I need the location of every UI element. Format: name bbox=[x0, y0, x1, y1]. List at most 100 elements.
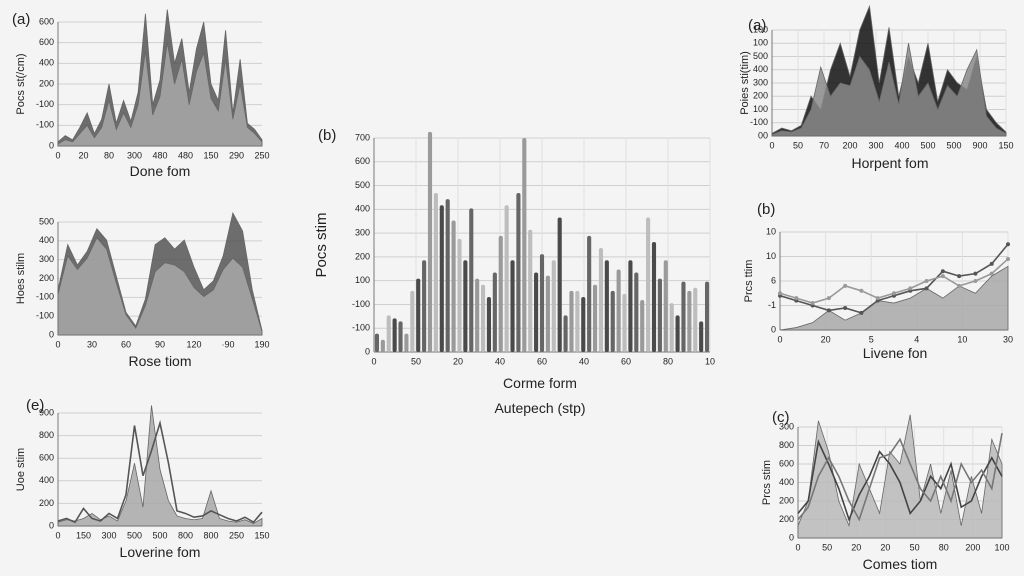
x-tick-label: 0 bbox=[55, 530, 60, 540]
bar bbox=[587, 235, 592, 352]
point bbox=[810, 301, 815, 306]
y-tick-label: 0 bbox=[49, 520, 54, 530]
point bbox=[924, 286, 929, 291]
bar bbox=[681, 281, 686, 352]
bar bbox=[510, 260, 515, 352]
point bbox=[908, 286, 913, 291]
y-tick-label: 600 bbox=[355, 156, 370, 166]
x-tick-label: 100 bbox=[994, 542, 1009, 552]
panel-label: (b) bbox=[318, 127, 336, 144]
point bbox=[924, 279, 929, 283]
point bbox=[826, 308, 831, 313]
y-tick-label: 800 bbox=[779, 440, 794, 450]
bar bbox=[687, 290, 692, 352]
bar bbox=[581, 296, 586, 352]
line bbox=[57, 419, 263, 524]
bar bbox=[675, 315, 680, 352]
bar bbox=[575, 290, 580, 352]
x-tick-label: 800 bbox=[178, 530, 193, 540]
bar bbox=[693, 287, 698, 352]
bar bbox=[516, 193, 521, 352]
bar bbox=[433, 193, 438, 352]
x-tick-label: 10 bbox=[957, 334, 967, 344]
x-tick-label: 50 bbox=[910, 542, 920, 552]
panel-label: (c) bbox=[772, 409, 790, 426]
x-tick-label: 500 bbox=[920, 140, 935, 150]
bar bbox=[486, 296, 492, 352]
x-axis-title: Rose tiom bbox=[128, 353, 191, 369]
y-tick-label: 0 bbox=[49, 140, 54, 150]
y-axis-title: Hoes stilm bbox=[15, 253, 27, 304]
bar bbox=[380, 339, 385, 352]
bar bbox=[445, 199, 450, 352]
bar bbox=[475, 278, 480, 352]
y-tick-label: 100 bbox=[753, 38, 768, 48]
x-axis-title: Loverine fom bbox=[120, 544, 201, 560]
y-tick-label: 600 bbox=[39, 453, 54, 463]
bar bbox=[416, 278, 421, 352]
x-tick-label: 20 bbox=[851, 542, 861, 552]
x-tick-label: 60 bbox=[537, 356, 547, 366]
y-axis-title: Poies sti(tim) bbox=[739, 51, 751, 115]
x-tick-label: ·90 bbox=[221, 339, 234, 349]
y-tick-label: 600 bbox=[39, 16, 54, 26]
x-axis-title: Livene fon bbox=[863, 345, 928, 361]
bar bbox=[451, 220, 456, 352]
x-tick-label: 20 bbox=[880, 542, 890, 552]
x-tick-label: 4 bbox=[914, 334, 919, 344]
y-tick-label: 600 bbox=[39, 37, 54, 47]
y-tick-label: 0 bbox=[789, 532, 794, 542]
bar bbox=[504, 205, 509, 352]
x-tick-label: 40 bbox=[495, 356, 505, 366]
area bbox=[57, 237, 263, 336]
x-tick-label: 30 bbox=[1003, 334, 1013, 344]
x-tick-label: 10 bbox=[705, 356, 715, 366]
y-tick-label: 700 bbox=[355, 132, 370, 142]
bar bbox=[463, 260, 468, 352]
area bbox=[771, 43, 1007, 137]
y-tick-label: 200 bbox=[779, 495, 794, 505]
x-tick-label: 300 bbox=[101, 530, 116, 540]
point bbox=[859, 310, 864, 315]
x-tick-label: 20 bbox=[821, 334, 831, 344]
y-tick-label: 200 bbox=[39, 498, 54, 508]
y-tick-label: 0 bbox=[771, 324, 776, 334]
y-axis-title: Prcs ttim bbox=[743, 260, 755, 303]
bar bbox=[457, 238, 462, 352]
x-tick-label: 60 bbox=[621, 356, 631, 366]
x-axis-title: Horpent fom bbox=[851, 155, 928, 171]
x-tick-label: 500 bbox=[152, 530, 167, 540]
y-tick-label: 600 bbox=[779, 458, 794, 468]
point bbox=[1006, 256, 1010, 261]
y-tick-label: 10 bbox=[766, 226, 776, 236]
y-tick-label: 900 bbox=[39, 407, 54, 417]
x-tick-label: 90 bbox=[155, 339, 165, 349]
bar bbox=[545, 275, 550, 352]
y-tick-label: 200 bbox=[753, 91, 768, 101]
x-tick-label: 500 bbox=[946, 140, 961, 150]
point bbox=[973, 279, 978, 283]
panel-label: (a) bbox=[748, 17, 766, 34]
bar bbox=[427, 131, 433, 352]
y-tick-label: -100 bbox=[36, 311, 54, 321]
point bbox=[940, 269, 945, 274]
x-axis-title: Comes tiom bbox=[863, 556, 938, 572]
y-tick-label: 400 bbox=[39, 235, 54, 245]
y-axis-title: Pocs stim bbox=[313, 212, 330, 277]
bar bbox=[410, 290, 415, 352]
x-tick-label: 290 bbox=[229, 150, 244, 160]
x-tick-label: 0 bbox=[55, 150, 60, 160]
line bbox=[797, 433, 1003, 522]
y-tick-label: 200 bbox=[39, 78, 54, 88]
bar bbox=[598, 248, 604, 352]
y-tick-label: 300 bbox=[753, 77, 768, 87]
y-tick-label: 300 bbox=[779, 421, 794, 431]
y-axis-title: Uoe stim bbox=[15, 448, 27, 491]
bar bbox=[704, 281, 710, 352]
point bbox=[826, 296, 831, 301]
x-tick-label: 80 bbox=[104, 150, 114, 160]
x-tick-label: 150 bbox=[76, 530, 91, 540]
x-tick-label: 60 bbox=[121, 339, 131, 349]
point bbox=[892, 291, 896, 296]
